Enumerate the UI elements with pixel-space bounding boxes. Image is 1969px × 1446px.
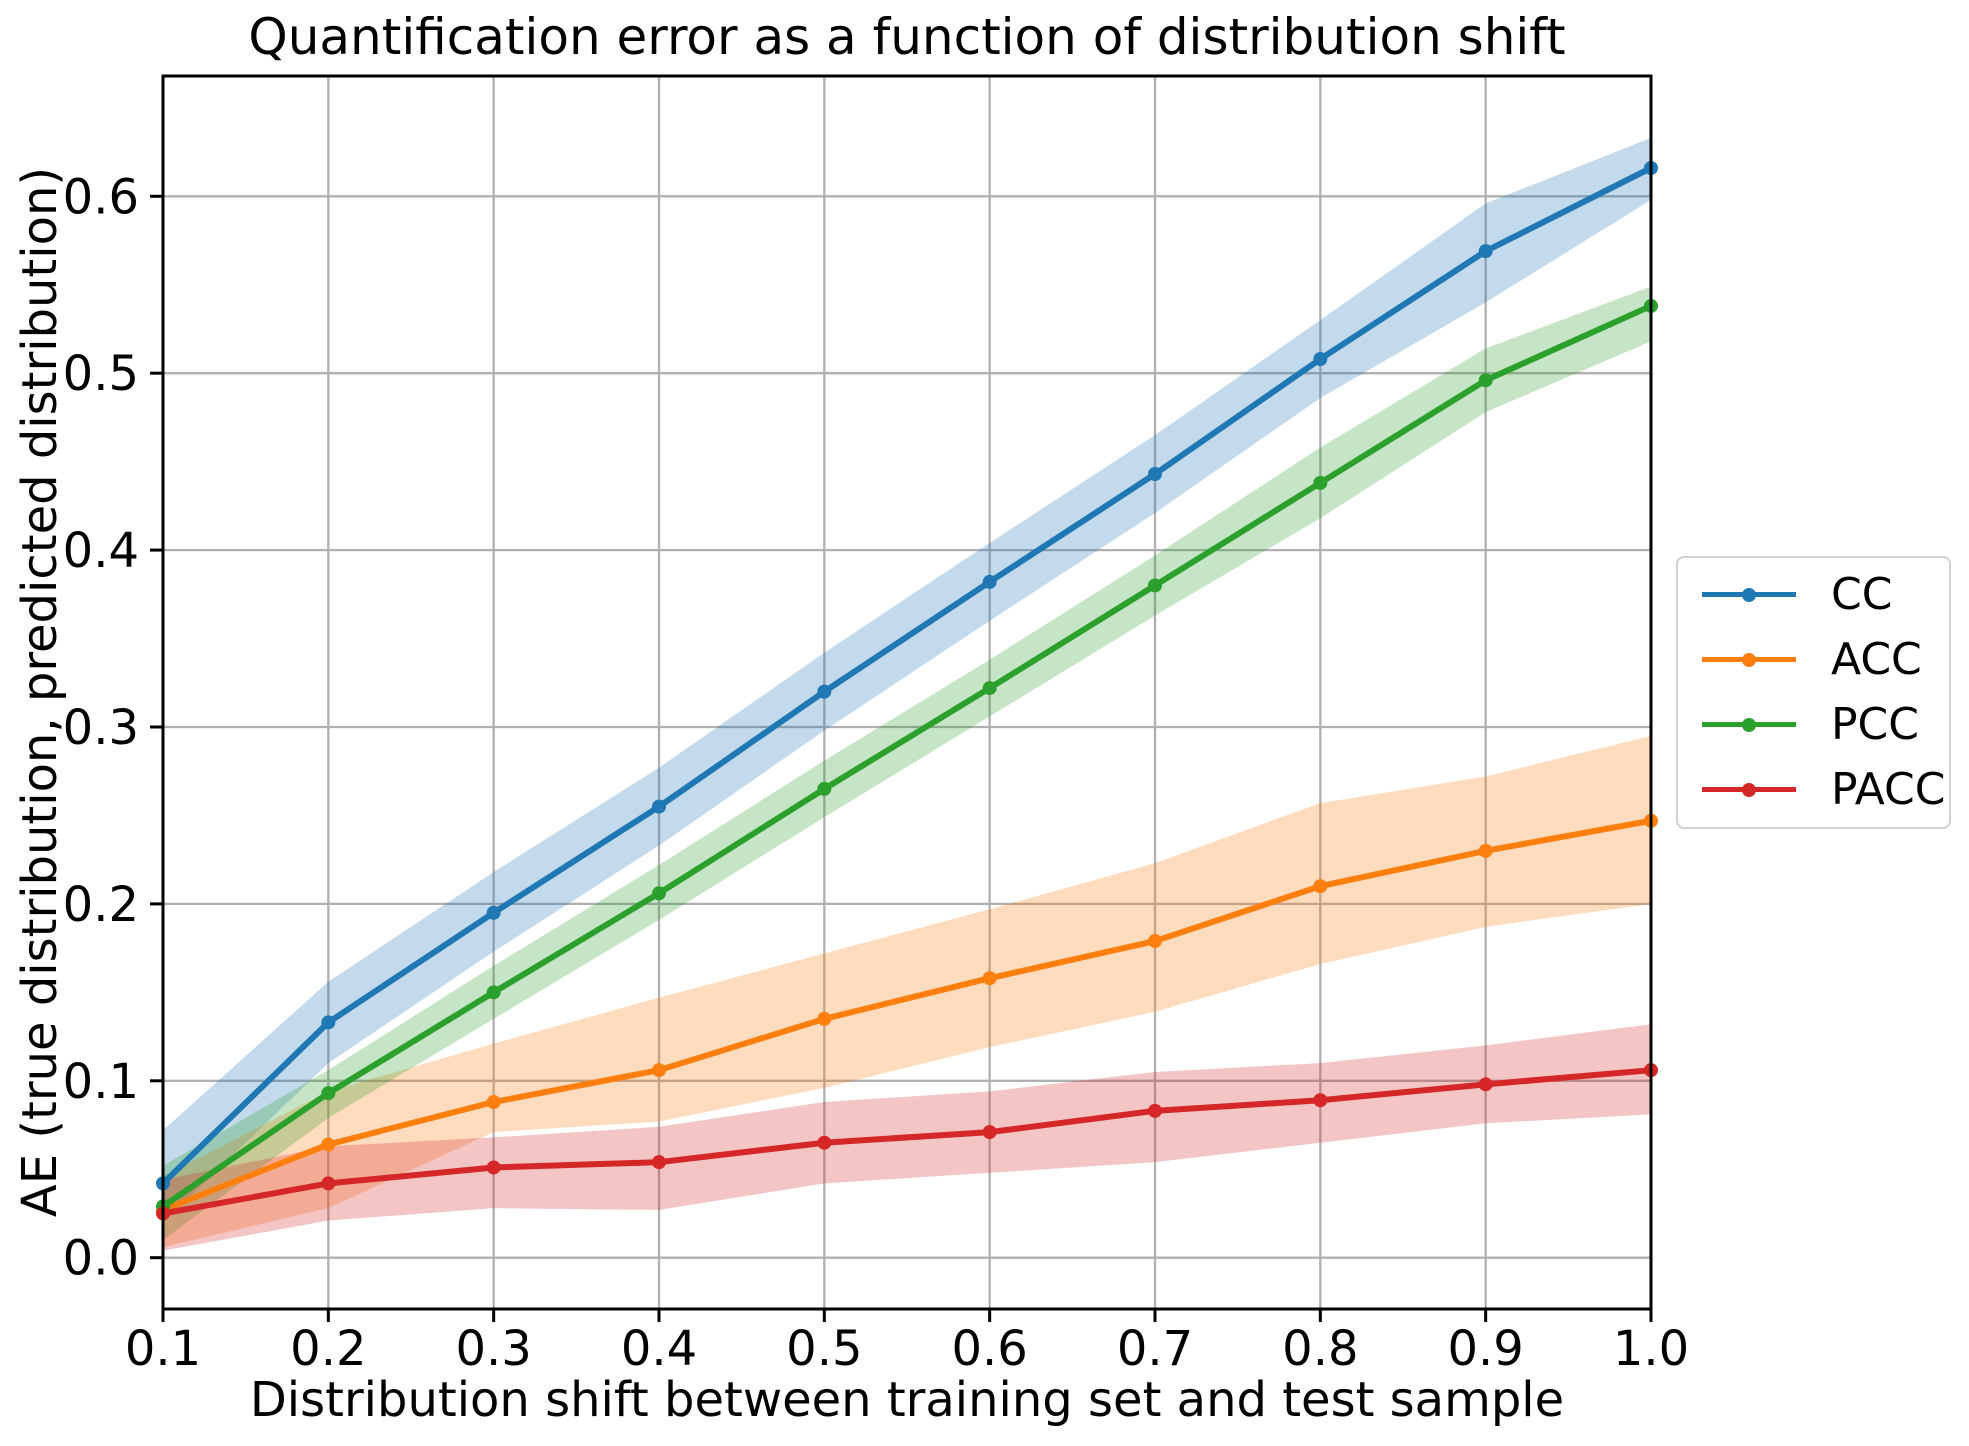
x-tick-label: 0.3 xyxy=(455,1321,531,1377)
data-point-PCC xyxy=(652,886,666,901)
data-point-CC xyxy=(321,1015,336,1030)
data-point-PCC xyxy=(1148,578,1162,593)
data-point-CC xyxy=(652,799,666,814)
data-point-CC xyxy=(1148,467,1162,482)
y-tick-label: 0.6 xyxy=(63,169,139,225)
series-PACC-line xyxy=(156,1063,1658,1221)
x-tick-label: 0.6 xyxy=(951,1321,1027,1377)
legend-marker-icon xyxy=(1742,717,1756,732)
legend-item-pacc: PACC xyxy=(1702,757,1949,822)
data-point-PACC xyxy=(652,1155,666,1170)
y-tick-label: 0.0 xyxy=(63,1231,139,1287)
y-tick-label: 0.5 xyxy=(63,346,139,402)
legend-line-sample-icon xyxy=(1702,587,1796,602)
data-point-CC xyxy=(1478,244,1493,259)
data-point-CC xyxy=(817,684,832,699)
series-PCC-band xyxy=(163,286,1651,1241)
legend-label: PCC xyxy=(1831,698,1919,750)
chart-title: Quantification error as a function of di… xyxy=(248,8,1566,66)
data-point-ACC xyxy=(1313,879,1328,894)
data-point-CC xyxy=(1313,352,1328,367)
legend-item-cc: CC xyxy=(1702,562,1949,627)
y-axis-label: AE (true distribution, predicted distrib… xyxy=(12,166,68,1218)
data-point-ACC xyxy=(1478,843,1493,858)
legend-marker-icon xyxy=(1742,587,1756,602)
data-point-PACC xyxy=(1313,1093,1328,1108)
x-tick-label: 0.8 xyxy=(1282,1321,1358,1377)
data-point-PCC xyxy=(1313,475,1328,490)
data-point-PCC xyxy=(1478,373,1493,388)
legend-label: PACC xyxy=(1831,763,1946,815)
x-tick-label: 0.7 xyxy=(1117,1321,1193,1377)
axis-ticks xyxy=(150,194,1653,1322)
legend-item-pcc: PCC xyxy=(1702,692,1949,757)
series-CC-line xyxy=(156,160,1658,1191)
data-point-PACC xyxy=(1478,1077,1493,1092)
legend-line-sample-icon xyxy=(1702,717,1796,732)
data-point-PCC xyxy=(982,681,997,696)
legend-marker-icon xyxy=(1742,782,1756,797)
legend: CC ACC PCC PACC xyxy=(1676,556,1951,829)
x-tick-label: 0.1 xyxy=(125,1321,201,1377)
series-PCC-line xyxy=(156,298,1658,1214)
x-tick-label: 0.5 xyxy=(786,1321,862,1377)
data-point-PACC xyxy=(817,1135,832,1150)
x-tick-label: 0.2 xyxy=(290,1321,366,1377)
legend-label: CC xyxy=(1831,568,1893,620)
data-point-ACC xyxy=(817,1011,832,1026)
y-tick-label: 0.4 xyxy=(63,523,139,579)
y-tick-label: 0.1 xyxy=(63,1054,139,1110)
data-point-PCC xyxy=(486,985,501,1000)
legend-line-sample-icon xyxy=(1702,782,1796,797)
x-tick-label: 0.9 xyxy=(1447,1321,1523,1377)
data-point-PACC xyxy=(321,1176,336,1191)
data-point-PACC xyxy=(1148,1103,1162,1118)
legend-label: ACC xyxy=(1831,633,1922,685)
y-tick-label: 0.2 xyxy=(63,877,139,933)
data-point-PCC xyxy=(321,1086,336,1101)
legend-marker-icon xyxy=(1742,652,1756,667)
data-point-CC xyxy=(982,574,997,589)
data-point-ACC xyxy=(321,1137,336,1152)
data-point-ACC xyxy=(486,1095,501,1110)
data-point-ACC xyxy=(652,1063,666,1078)
y-tick-label: 0.3 xyxy=(63,700,139,756)
data-point-PACC xyxy=(982,1125,997,1140)
data-point-ACC xyxy=(1148,934,1162,949)
legend-line-sample-icon xyxy=(1702,652,1796,667)
series-CC-band xyxy=(163,137,1651,1223)
data-point-PACC xyxy=(486,1160,501,1175)
axes-frame xyxy=(161,74,1653,1311)
x-axis-label: Distribution shift between training set … xyxy=(249,1372,1565,1428)
x-tick-label: 1.0 xyxy=(1613,1321,1689,1377)
data-point-PCC xyxy=(817,781,832,796)
x-tick-label: 0.4 xyxy=(621,1321,697,1377)
tick-labels: 0.1 0.2 0.3 0.4 0.5 0.6 0.7 0.8 0.9 1.0 0.0 0.1 0.2 0… xyxy=(63,169,1690,1377)
data-point-CC xyxy=(486,905,501,920)
data-point-ACC xyxy=(982,971,997,986)
series-ACC-band xyxy=(163,735,1651,1248)
legend-item-acc: ACC xyxy=(1702,627,1949,692)
